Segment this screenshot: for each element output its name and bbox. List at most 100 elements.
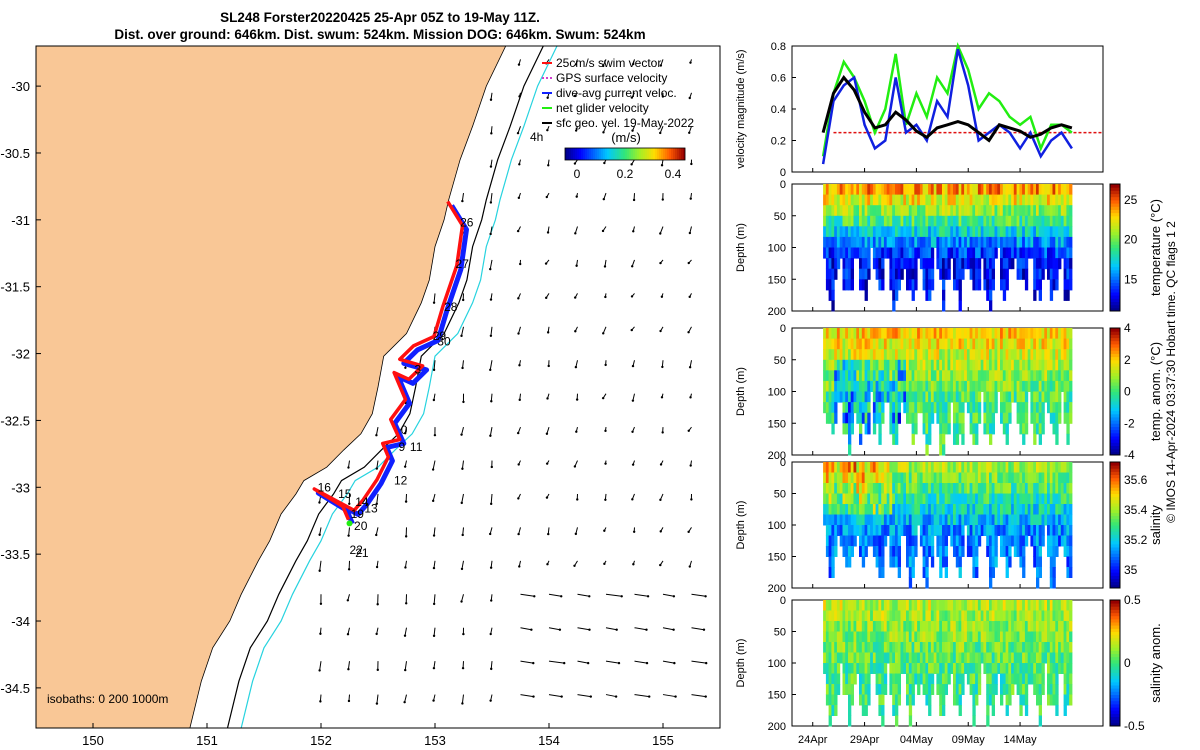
section-cell	[864, 402, 868, 414]
colorbar-cell	[1110, 394, 1120, 399]
section-cell	[1069, 391, 1073, 403]
section-cell	[1030, 349, 1034, 361]
colorbar-cell	[1110, 234, 1120, 239]
section-cell	[911, 359, 915, 371]
section-cell	[1069, 610, 1073, 622]
velocity-arrowhead	[617, 661, 621, 665]
section-cell	[953, 631, 957, 643]
section-cell	[823, 483, 827, 494]
section-cell	[972, 412, 976, 424]
velocity-arrowhead	[547, 364, 550, 368]
section-cell	[991, 462, 995, 473]
section-cell	[972, 705, 976, 716]
section-cell	[991, 328, 995, 340]
section-cell	[856, 226, 860, 238]
section-cell	[1060, 247, 1065, 259]
colorbar-cell	[1110, 681, 1120, 686]
colorbar-cell	[1110, 218, 1120, 223]
section-cell	[925, 247, 929, 259]
section-cell	[1036, 462, 1040, 473]
section-cell	[1019, 673, 1023, 685]
section-cell	[825, 652, 830, 664]
section-cell	[842, 535, 846, 547]
velocity-arrow	[433, 627, 436, 636]
section-cell	[975, 236, 979, 248]
section-cell	[1063, 338, 1067, 350]
colorbar-cell	[1110, 426, 1120, 431]
section-cell	[986, 525, 990, 536]
colorbar-cell	[1110, 247, 1120, 252]
section-cell	[878, 268, 882, 280]
section-cell	[983, 279, 987, 291]
section-cell	[980, 483, 984, 494]
section-cell	[983, 514, 987, 526]
section-cell	[972, 546, 976, 557]
section-cell	[955, 504, 960, 515]
section-cell	[997, 621, 1001, 632]
section-cell	[903, 600, 907, 611]
section-cell	[906, 493, 910, 505]
section-cell	[950, 652, 954, 664]
section-colorbar-frame	[1109, 599, 1121, 727]
colorbar-cell	[607, 148, 610, 160]
section-cell	[1063, 236, 1067, 248]
section-cell	[856, 338, 860, 350]
section-cell	[883, 642, 888, 653]
section-cell	[1024, 258, 1029, 270]
section-cell	[922, 226, 926, 238]
section-cell	[922, 535, 926, 547]
section-cell	[1000, 642, 1004, 653]
section-cell	[1038, 600, 1042, 611]
section-cell	[1013, 226, 1018, 238]
section-cell	[1024, 694, 1029, 706]
section-cell	[972, 504, 976, 515]
section-cell	[1024, 525, 1029, 536]
section-cell	[942, 215, 946, 227]
section-cell	[933, 652, 937, 664]
section-cell	[881, 328, 885, 340]
section-cell	[994, 546, 998, 557]
velocity-arrowhead	[518, 95, 521, 98]
section-cell	[870, 194, 874, 206]
section-cell	[875, 380, 879, 392]
section-colorbar-tick-label: 15	[1124, 272, 1138, 286]
section-cell	[897, 462, 901, 473]
velocity-arrowhead	[404, 535, 408, 538]
section-cell	[942, 328, 946, 340]
section-cell	[1002, 472, 1007, 484]
section-cell	[936, 673, 940, 685]
section-cell	[831, 694, 835, 706]
section-cell	[977, 535, 982, 547]
section-cell	[883, 684, 888, 695]
section-cell	[906, 370, 910, 382]
section-cell	[864, 380, 868, 392]
section-cell	[991, 338, 995, 350]
section-cell	[944, 525, 948, 536]
section-cell	[1041, 472, 1045, 484]
section-cell	[1038, 546, 1042, 557]
section-cell	[1008, 600, 1012, 611]
section-cell	[953, 493, 957, 505]
section-cell	[881, 642, 885, 653]
section-cell	[936, 462, 940, 473]
section-cell	[1058, 493, 1062, 505]
section-cell	[886, 462, 890, 473]
section-cell	[859, 338, 863, 350]
section-cell	[861, 472, 866, 484]
section-cell	[839, 610, 843, 622]
section-cell	[1005, 684, 1009, 695]
section-cell	[853, 380, 857, 392]
section-cell	[936, 359, 940, 371]
section-cell	[1063, 184, 1067, 196]
section-cell	[991, 556, 995, 568]
section-cell	[892, 236, 896, 248]
section-cell	[1027, 359, 1031, 371]
section-cell	[856, 370, 860, 382]
section-cell	[964, 472, 968, 484]
section-cell	[897, 412, 901, 424]
section-cell	[911, 684, 915, 695]
velocity-arrowhead	[659, 64, 663, 67]
section-cell	[828, 631, 832, 643]
section-cell	[895, 652, 899, 664]
section-cell	[848, 652, 852, 664]
